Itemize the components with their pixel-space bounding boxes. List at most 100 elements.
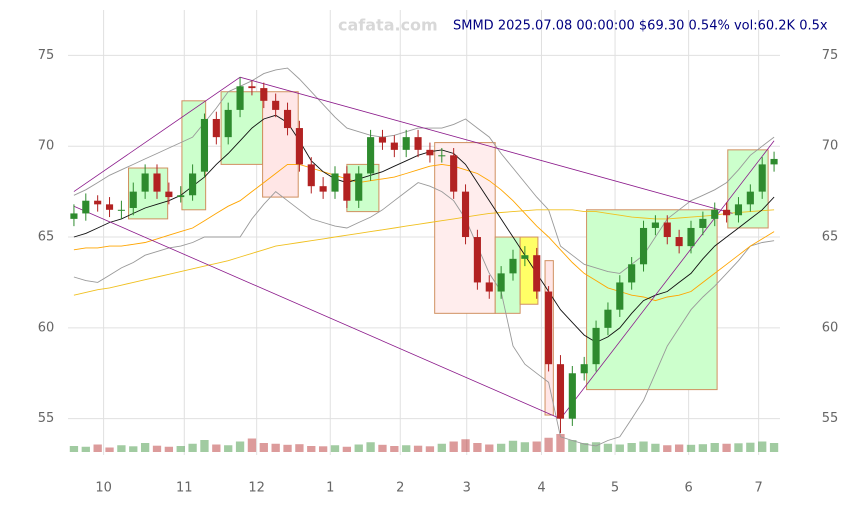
candle-body <box>331 173 339 192</box>
volume-bar <box>247 438 257 452</box>
volume-bar <box>330 445 340 452</box>
volume-bar <box>354 444 363 452</box>
volume-bar <box>129 446 138 452</box>
volume-bar <box>176 446 185 452</box>
candle-body <box>189 173 197 196</box>
indicator-line <box>73 163 775 302</box>
volume-bar <box>591 442 601 452</box>
candle-body <box>390 142 398 150</box>
x-tick-label: 4 <box>537 481 545 496</box>
candle-body <box>628 264 636 283</box>
volume-bar <box>437 443 446 452</box>
volume-bar <box>663 445 672 452</box>
candle-body <box>426 149 434 156</box>
volume-bar <box>164 446 174 452</box>
volume-bar <box>69 446 79 452</box>
candle-body <box>212 118 220 138</box>
y-tick-label: 70 <box>38 139 55 154</box>
y-tick-label: 60 <box>38 320 55 335</box>
candle-body <box>461 191 470 238</box>
candle-body <box>568 373 576 419</box>
volume-bar <box>603 443 613 452</box>
candle-body <box>295 128 303 165</box>
candle-body <box>604 309 612 328</box>
candle-body <box>746 191 754 205</box>
y-tick-label-right: 60 <box>822 320 839 335</box>
candle-body <box>438 155 446 157</box>
y-tick-label-right: 70 <box>822 139 839 154</box>
indicator-line <box>73 182 775 447</box>
volume-bar <box>378 444 387 452</box>
candle-body <box>367 137 375 174</box>
volume-bar <box>283 444 292 452</box>
candle-body <box>758 164 766 192</box>
candle-body <box>236 86 244 110</box>
volume-bar <box>580 443 589 452</box>
x-tick-label: 10 <box>95 481 112 496</box>
candle-body <box>473 237 481 283</box>
candle-body <box>129 191 137 208</box>
candle-body <box>343 173 351 201</box>
candle-body <box>770 158 778 165</box>
volume-bar <box>508 440 518 452</box>
candle-body <box>723 209 731 216</box>
volume-bar <box>93 444 102 452</box>
volume-bar <box>544 437 553 452</box>
candle-body <box>177 195 185 198</box>
candle-body <box>260 88 268 101</box>
volume-bar <box>152 445 162 452</box>
candle-body <box>283 109 292 129</box>
candle-body <box>272 100 280 110</box>
candle-body <box>711 209 719 219</box>
candle-body <box>117 209 125 211</box>
x-tick-label: 7 <box>754 481 762 496</box>
candle-body <box>141 173 149 192</box>
x-tick-label: 3 <box>463 481 471 496</box>
range-box <box>262 91 299 198</box>
volume-bar <box>639 441 648 452</box>
candle-body <box>592 327 600 365</box>
volume-bar <box>461 439 470 452</box>
volume-bar <box>722 443 731 452</box>
volume-bar <box>425 446 435 452</box>
x-tick-label: 6 <box>684 481 692 496</box>
volume-bar <box>686 444 696 452</box>
candle-body <box>616 282 624 310</box>
candle-body <box>319 186 327 192</box>
volume-bar <box>81 446 90 452</box>
volume-bar <box>449 441 458 452</box>
volume-bar <box>212 444 221 452</box>
candle-body <box>533 255 541 292</box>
candle-body <box>521 255 529 259</box>
candle-body <box>687 227 695 247</box>
candle-body <box>82 200 90 214</box>
y-tick-label: 75 <box>38 48 55 63</box>
candle-body <box>734 204 743 216</box>
volume-bar <box>520 442 530 452</box>
candle-body <box>545 291 553 365</box>
trendline <box>73 76 733 214</box>
y-tick-label: 55 <box>38 411 55 426</box>
volume-bar <box>710 443 719 452</box>
x-tick-label: 11 <box>176 481 193 496</box>
y-tick-label: 65 <box>38 230 55 245</box>
volume-bar <box>627 443 636 452</box>
candle-body <box>153 173 161 192</box>
candle-body <box>70 213 78 219</box>
volume-bar <box>271 443 280 452</box>
x-tick-label: 12 <box>248 481 265 496</box>
candle-body <box>105 204 114 210</box>
volume-bar <box>532 441 541 452</box>
volume-bar <box>342 446 352 452</box>
watermark: cafata.com <box>338 16 438 35</box>
volume-bar <box>188 443 197 452</box>
volume-bar <box>235 441 245 452</box>
volume-bar <box>556 434 565 452</box>
volume-bar <box>105 447 114 452</box>
volume-bar <box>402 445 411 452</box>
volume-bar <box>224 445 233 452</box>
candle-body <box>675 237 683 247</box>
candle-body <box>414 137 422 150</box>
candle-body <box>378 137 387 143</box>
